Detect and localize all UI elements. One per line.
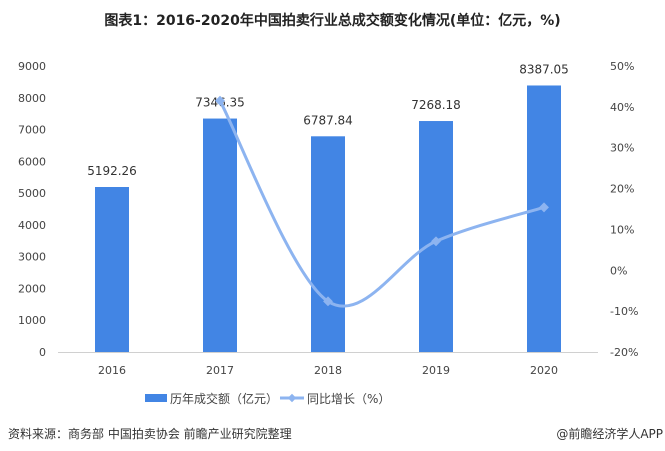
y-left-tick: 5000 xyxy=(18,187,46,200)
legend-bar-label: 历年成交额（亿元） xyxy=(170,391,278,406)
growth-point xyxy=(539,202,549,213)
y-right-tick: 0% xyxy=(610,264,627,277)
x-tick: 2019 xyxy=(422,364,450,377)
growth-point xyxy=(215,95,225,106)
bar xyxy=(203,118,237,353)
x-tick: 2017 xyxy=(206,364,234,377)
bar xyxy=(95,187,129,352)
legend-line-marker xyxy=(287,393,297,403)
y-right-tick: 20% xyxy=(610,183,634,196)
y-left-tick: 7000 xyxy=(18,124,46,137)
source-note: 资料来源：商务部 中国拍卖协会 前瞻产业研究院整理 xyxy=(8,427,292,441)
x-tick: 2018 xyxy=(314,364,342,377)
chart-title: 图表1：2016-2020年中国拍卖行业总成交额变化情况(单位：亿元，%) xyxy=(104,13,561,29)
y-right-tick: 10% xyxy=(610,223,634,236)
bar xyxy=(527,85,561,353)
y-left-tick: 2000 xyxy=(18,282,46,295)
legend-line-label: 同比增长（%） xyxy=(307,392,390,406)
y-left-tick: 1000 xyxy=(18,314,46,327)
y-right-tick: -10% xyxy=(610,305,638,318)
bar-label: 7268.18 xyxy=(411,98,461,112)
growth-point xyxy=(431,236,441,247)
y-right-tick: 50% xyxy=(610,60,634,73)
credit: @前瞻经济学人APP xyxy=(556,427,663,441)
bar-label: 5192.26 xyxy=(87,164,137,178)
y-left-tick: 0 xyxy=(39,346,46,359)
y-right-tick: -20% xyxy=(610,346,638,359)
x-tick: 2020 xyxy=(530,364,558,377)
y-right-tick: 30% xyxy=(610,142,634,155)
y-left-tick: 8000 xyxy=(18,92,46,105)
growth-point xyxy=(323,296,333,307)
legend-bar-swatch xyxy=(145,394,167,402)
bar xyxy=(311,136,345,352)
y-right-tick: 40% xyxy=(610,101,634,114)
y-left-tick: 4000 xyxy=(18,219,46,232)
x-tick: 2016 xyxy=(98,364,126,377)
bar-label: 6787.84 xyxy=(303,113,353,127)
y-left-tick: 3000 xyxy=(18,251,46,264)
growth-line xyxy=(218,100,545,308)
y-left-tick: 6000 xyxy=(18,155,46,168)
y-left-tick: 9000 xyxy=(18,60,46,73)
bar-label: 8387.05 xyxy=(519,62,569,76)
